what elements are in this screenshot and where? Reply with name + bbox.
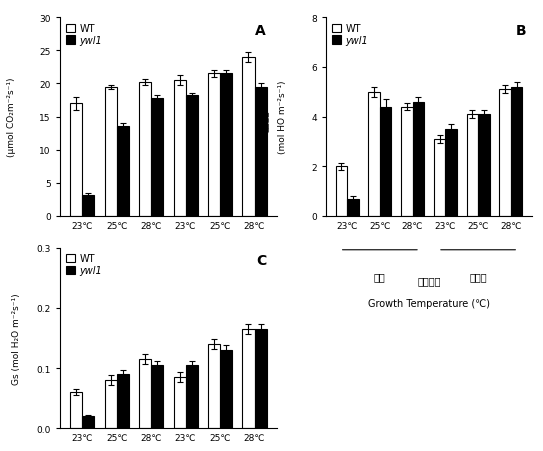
Bar: [151, 99, 163, 216]
Bar: [413, 102, 424, 216]
Bar: [466, 115, 478, 216]
Text: (mol HO m⁻²s⁻¹): (mol HO m⁻²s⁻¹): [278, 81, 287, 154]
Bar: [186, 96, 198, 216]
Text: C: C: [256, 253, 266, 267]
Bar: [255, 329, 267, 428]
Bar: [511, 87, 522, 216]
Bar: [208, 344, 220, 428]
Legend: WT, ywl1: WT, ywl1: [65, 23, 103, 47]
Text: 苗期: 苗期: [374, 272, 386, 282]
Bar: [336, 167, 347, 216]
Bar: [347, 199, 358, 216]
Bar: [70, 392, 82, 428]
Bar: [208, 74, 220, 216]
Text: Growth Temperature (℃): Growth Temperature (℃): [108, 298, 229, 308]
Legend: WT, ywl1: WT, ywl1: [331, 23, 369, 47]
Bar: [70, 104, 82, 216]
Bar: [82, 416, 94, 428]
Text: Gs (mol H₂O m⁻²s⁻¹): Gs (mol H₂O m⁻²s⁻¹): [12, 293, 21, 384]
Bar: [243, 58, 255, 216]
Bar: [151, 365, 163, 428]
Bar: [174, 377, 186, 428]
Bar: [445, 130, 457, 216]
Text: 抽穗期: 抽穗期: [469, 272, 487, 282]
Bar: [368, 92, 380, 216]
Bar: [105, 87, 117, 216]
Bar: [139, 359, 151, 428]
Bar: [220, 350, 232, 428]
Text: 生长温度: 生长温度: [156, 276, 180, 286]
Text: B: B: [515, 24, 526, 38]
Bar: [380, 107, 392, 216]
Bar: [117, 127, 129, 216]
Bar: [186, 365, 198, 428]
Bar: [478, 115, 490, 216]
Bar: [500, 90, 511, 216]
Text: 苗期: 苗期: [111, 272, 123, 282]
Bar: [174, 81, 186, 216]
Bar: [220, 74, 232, 216]
Legend: WT, ywl1: WT, ywl1: [65, 253, 103, 277]
Bar: [255, 87, 267, 216]
Bar: [139, 83, 151, 216]
Text: (μmol CO₂m⁻²s⁻¹): (μmol CO₂m⁻²s⁻¹): [8, 78, 16, 157]
Text: Growth Temperature (℃): Growth Temperature (℃): [368, 298, 490, 308]
Text: 生长温度: 生长温度: [417, 276, 441, 286]
Bar: [82, 195, 94, 216]
Bar: [117, 374, 129, 428]
Bar: [434, 139, 445, 216]
Bar: [243, 329, 255, 428]
Text: A: A: [255, 24, 266, 38]
Text: 抽穗期: 抽穗期: [211, 272, 229, 282]
Bar: [105, 380, 117, 428]
Text: 蜗腐速率Tr: 蜗腐速率Tr: [260, 103, 268, 132]
Bar: [401, 107, 413, 216]
